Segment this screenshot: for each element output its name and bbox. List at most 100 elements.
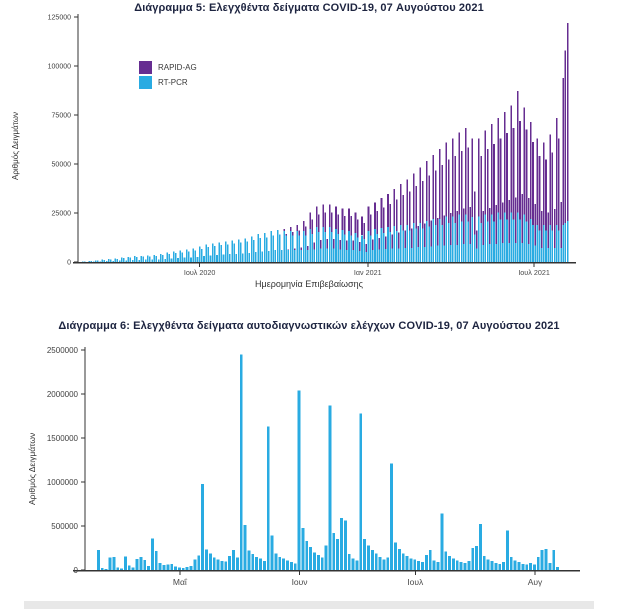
bar [497, 212, 500, 262]
bar [340, 518, 343, 570]
bar [317, 214, 320, 233]
bar [135, 559, 139, 570]
bar [514, 197, 517, 244]
x-tick-label: Ιαν 2021 [354, 268, 382, 277]
bar [498, 563, 502, 570]
bar [417, 561, 421, 570]
bar [197, 555, 201, 570]
bar [123, 258, 125, 262]
bar [452, 216, 454, 262]
bar [458, 132, 461, 215]
bar [372, 250, 374, 262]
bar [443, 215, 446, 246]
bar [519, 219, 521, 262]
bar [120, 568, 124, 570]
bar [255, 556, 259, 570]
bar [467, 147, 469, 222]
bar [536, 138, 539, 225]
bar [441, 164, 443, 225]
bar [552, 549, 556, 570]
bar [421, 180, 424, 229]
legend-item-rt-pcr: RT-PCR [139, 76, 197, 89]
y-tick-label: 2000000 [47, 390, 79, 399]
bar [380, 228, 383, 262]
bar [97, 260, 99, 262]
bar [428, 226, 430, 262]
bar [291, 235, 294, 262]
bar [328, 405, 332, 570]
bar [527, 243, 530, 262]
bar [274, 553, 278, 570]
bar [94, 260, 97, 262]
bar [320, 239, 322, 249]
bar [209, 255, 212, 262]
y-tick-label: 1000000 [47, 478, 79, 487]
bar [439, 218, 441, 262]
bar [413, 222, 415, 262]
bar [404, 247, 407, 262]
bar [543, 224, 545, 262]
bar [201, 248, 203, 262]
bar [449, 213, 452, 245]
bar [460, 150, 463, 222]
bar [462, 208, 465, 244]
bar [324, 212, 326, 233]
bar [300, 250, 303, 262]
bar [333, 248, 335, 262]
bar [112, 556, 116, 570]
bar [413, 559, 417, 570]
bar [398, 248, 400, 262]
bar [274, 250, 277, 262]
bar [382, 559, 386, 570]
bar [434, 170, 437, 225]
bar [538, 156, 541, 231]
bar [317, 232, 320, 262]
bar [536, 224, 539, 262]
bar [494, 562, 498, 570]
bar [456, 211, 459, 245]
chart5-x-axis-title: Ημερομηνία Επιβεβαίωσης [255, 279, 363, 289]
bar [419, 167, 422, 223]
bar [562, 224, 565, 262]
bar [380, 198, 383, 229]
bar [478, 524, 482, 570]
bar [183, 257, 186, 262]
bar [475, 546, 478, 570]
bar [513, 560, 517, 570]
bar [532, 142, 534, 225]
bar [491, 214, 493, 262]
bar [294, 248, 296, 251]
bar [164, 258, 166, 262]
chart5-plot: 0 25000 50000 75000 100000 125000 Ιουλ 2020 Ιαν… [48, 14, 576, 277]
bar [205, 549, 208, 570]
bar [224, 561, 228, 570]
bar [90, 261, 93, 262]
bar [540, 550, 544, 570]
bar [445, 216, 448, 262]
bar [436, 562, 440, 570]
bar [374, 553, 378, 570]
bar [512, 127, 515, 220]
bar [506, 133, 508, 220]
bar [181, 252, 184, 262]
bar [261, 251, 264, 262]
bar [426, 161, 428, 221]
bar [556, 566, 559, 570]
bar [189, 566, 193, 570]
bar [108, 557, 112, 570]
bar [510, 212, 513, 262]
bar [172, 251, 175, 262]
bar [432, 218, 435, 262]
bar [291, 232, 294, 236]
bar [359, 242, 361, 252]
bar [445, 142, 448, 217]
bar [421, 562, 424, 570]
bar [302, 220, 305, 232]
bar [370, 549, 374, 570]
bar [103, 259, 106, 262]
bar [564, 222, 567, 262]
bar [465, 214, 467, 262]
bar [305, 540, 309, 570]
y-tick-label: 25000 [52, 211, 72, 218]
bar [363, 223, 365, 240]
